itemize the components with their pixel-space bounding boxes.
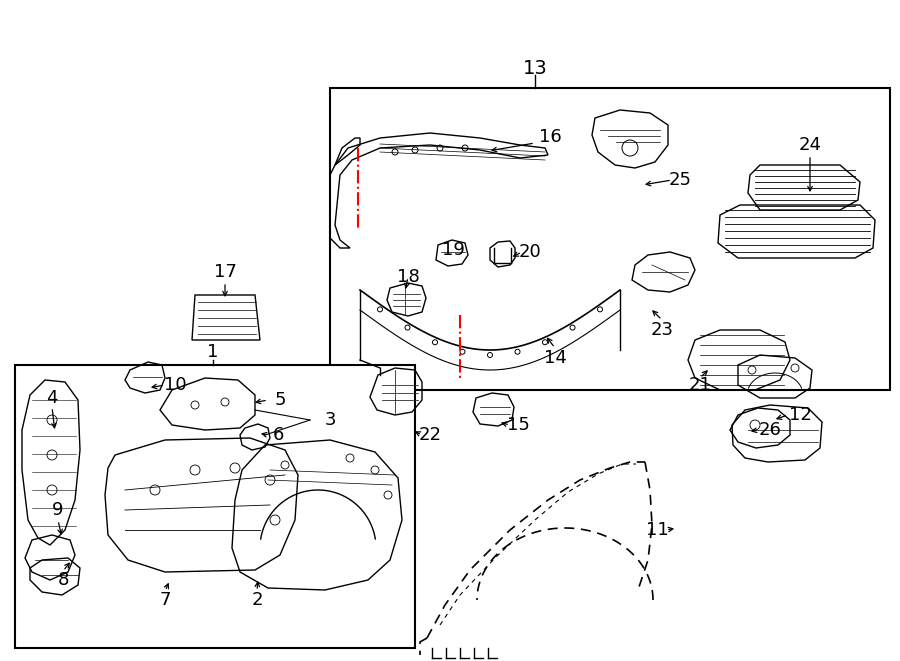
Bar xyxy=(330,88,890,390)
Text: 16: 16 xyxy=(538,128,562,146)
Text: 26: 26 xyxy=(759,421,781,439)
Text: 9: 9 xyxy=(52,501,64,519)
Text: 23: 23 xyxy=(651,321,673,339)
Text: 24: 24 xyxy=(798,136,822,154)
Text: 10: 10 xyxy=(164,376,186,394)
Text: 13: 13 xyxy=(523,59,547,77)
Text: 7: 7 xyxy=(159,591,171,609)
Text: 2: 2 xyxy=(251,591,263,609)
Text: 22: 22 xyxy=(418,426,442,444)
Text: 15: 15 xyxy=(507,416,529,434)
Text: 25: 25 xyxy=(669,171,691,189)
Text: 12: 12 xyxy=(788,406,812,424)
Text: 14: 14 xyxy=(544,349,566,367)
Text: 21: 21 xyxy=(688,376,711,394)
Text: 19: 19 xyxy=(442,241,464,259)
Bar xyxy=(15,365,415,648)
Text: 17: 17 xyxy=(213,263,237,281)
Text: 4: 4 xyxy=(46,389,58,407)
Text: 20: 20 xyxy=(518,243,542,261)
Text: 3: 3 xyxy=(324,411,336,429)
Text: 18: 18 xyxy=(397,268,419,286)
Text: 8: 8 xyxy=(58,571,68,589)
Text: 11: 11 xyxy=(645,521,669,539)
Text: 5: 5 xyxy=(274,391,286,409)
Text: 1: 1 xyxy=(207,343,219,361)
Text: 6: 6 xyxy=(273,426,284,444)
